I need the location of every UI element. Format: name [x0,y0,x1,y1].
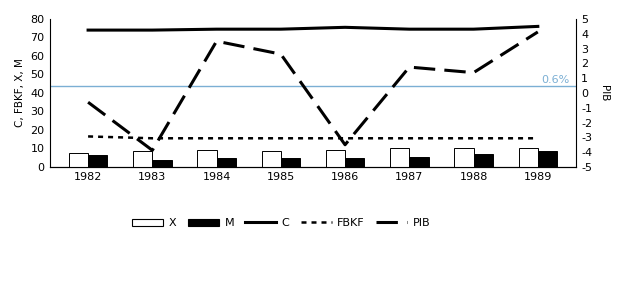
Bar [519,148,538,167]
Bar [197,150,217,167]
Bar [133,151,152,167]
Bar [69,153,88,167]
Bar [326,150,345,167]
Y-axis label: PIB: PIB [599,85,609,101]
Y-axis label: C, FBKF, X, M: C, FBKF, X, M [15,59,25,127]
Bar [261,151,281,167]
Bar [345,158,364,167]
Bar [281,158,300,167]
Bar [390,149,409,167]
Bar [152,160,172,167]
Bar [454,148,474,167]
Bar [538,151,557,167]
Bar [474,154,493,167]
Text: 0.6%: 0.6% [541,75,569,85]
Bar [217,158,236,167]
Bar [88,155,107,167]
Bar [409,157,429,167]
Legend: X, M, C, FBKF, PIB: X, M, C, FBKF, PIB [128,214,435,233]
